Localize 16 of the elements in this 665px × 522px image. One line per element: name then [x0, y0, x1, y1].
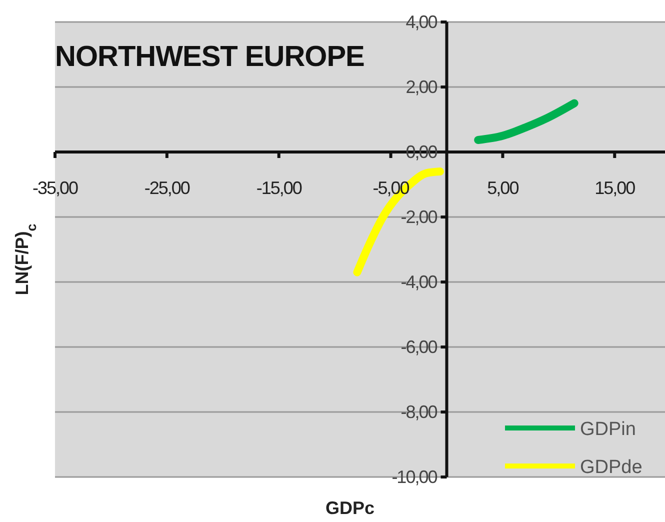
y-tick-label: -4,00	[400, 272, 438, 292]
x-tick-label: 5,00	[487, 178, 520, 198]
x-tick-label: -25,00	[144, 178, 190, 198]
x-tick-label: -35,00	[32, 178, 79, 198]
y-tick-label: -10,00	[392, 467, 438, 487]
x-axis-title: GDPc	[325, 498, 375, 518]
legend-label: GDPin	[580, 419, 636, 440]
y-tick-label: 2,00	[406, 77, 438, 97]
y-tick-label: -8,00	[400, 402, 438, 422]
y-tick-label: 4,00	[406, 12, 438, 32]
y-tick-label: -6,00	[400, 337, 438, 357]
legend-label: GDPde	[580, 457, 642, 478]
y-tick-label: -2,00	[400, 207, 438, 227]
x-tick-label: 15,00	[594, 178, 636, 198]
x-tick-label: -15,00	[256, 178, 302, 198]
text: NORTHWEST EUROPE	[55, 41, 365, 73]
